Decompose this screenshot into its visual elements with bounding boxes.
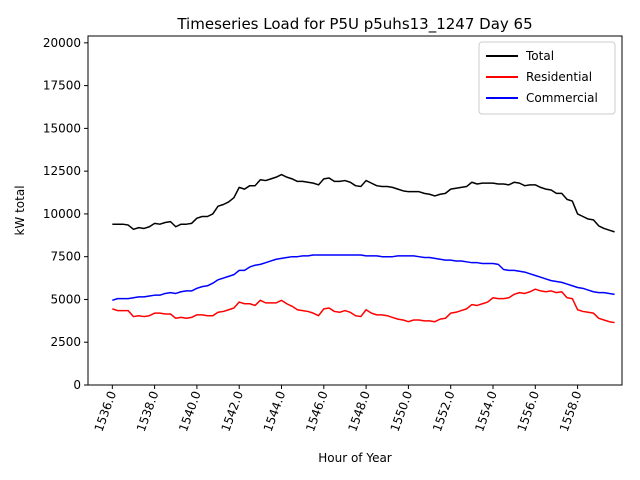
x-tick-label: 1552.0 [430, 389, 458, 433]
x-tick-label: 1556.0 [515, 389, 543, 433]
plot-lines [112, 173, 615, 324]
legend-label-total: Total [525, 49, 554, 63]
x-tick-label: 1558.0 [557, 389, 585, 433]
y-tick-label: 15000 [43, 121, 81, 135]
y-tick-label: 10000 [43, 207, 81, 221]
plot-frame [87, 35, 623, 386]
y-tick-label: 20000 [43, 36, 81, 50]
x-tick-label: 1544.0 [261, 389, 289, 433]
y-tick-label: 0 [73, 378, 81, 392]
y-axis-label: kW total [13, 185, 27, 235]
series-line-commercial [112, 254, 615, 302]
legend-label-commercial: Commercial [526, 91, 598, 105]
y-tick-label: 2500 [50, 335, 81, 349]
x-tick-label: 1548.0 [345, 389, 373, 433]
x-axis-label: Hour of Year [318, 451, 392, 465]
x-tick-label: 1540.0 [176, 389, 204, 433]
legend-box [478, 41, 616, 115]
x-tick-label: 1538.0 [134, 389, 162, 433]
y-tick-label: 5000 [50, 292, 81, 306]
x-tick-label: 1550.0 [388, 389, 416, 433]
x-tick-label: 1542.0 [219, 389, 247, 433]
series-line-residential [112, 288, 615, 324]
y-tick-label: 7500 [50, 250, 81, 264]
x-tick-label: 1546.0 [303, 389, 331, 433]
x-axis-ticks: 1536.0 1538.0 1540.0 1542.0 1544.0 1546.0 1548… [92, 385, 585, 433]
legend: Total Residential Commercial [478, 41, 616, 115]
series-line-total [112, 173, 615, 233]
chart-title: Timeseries Load for P5U p5uhs13_1247 Day… [176, 15, 532, 34]
x-tick-label: 1554.0 [472, 389, 500, 433]
legend-label-residential: Residential [526, 70, 592, 84]
y-axis-ticks: 0 2500 5000 7500 10000 12500 15000 17500 20000 [43, 36, 88, 392]
y-tick-label: 12500 [43, 164, 81, 178]
y-tick-label: 17500 [43, 79, 81, 93]
x-tick-label: 1536.0 [92, 389, 120, 433]
